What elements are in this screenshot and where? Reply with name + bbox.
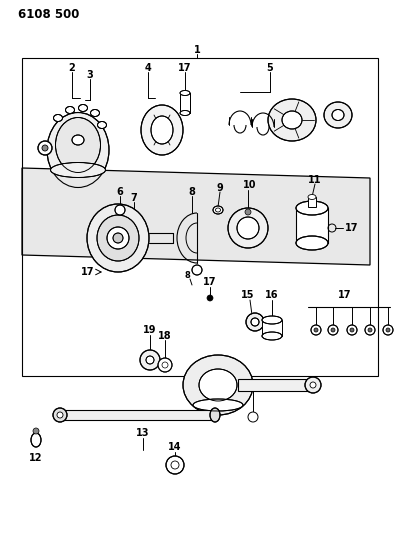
Ellipse shape [310, 382, 316, 388]
Circle shape [314, 328, 318, 332]
Circle shape [245, 209, 251, 215]
Ellipse shape [53, 408, 67, 422]
Text: 13: 13 [136, 428, 150, 438]
Bar [262, 320, 282, 336]
Circle shape [331, 328, 335, 332]
Ellipse shape [66, 107, 75, 114]
Bar [308, 197, 316, 207]
Ellipse shape [183, 355, 253, 415]
Circle shape [115, 205, 125, 215]
Ellipse shape [237, 217, 259, 239]
Text: 18: 18 [158, 331, 172, 341]
Ellipse shape [210, 408, 220, 422]
Bar [60, 410, 215, 420]
Circle shape [146, 356, 154, 364]
Circle shape [42, 145, 48, 151]
Ellipse shape [51, 163, 106, 177]
Polygon shape [22, 168, 370, 265]
Circle shape [166, 456, 184, 474]
Circle shape [192, 265, 202, 275]
Ellipse shape [199, 369, 237, 401]
Text: 1: 1 [194, 45, 200, 55]
Text: 7: 7 [131, 193, 137, 203]
Ellipse shape [53, 115, 62, 122]
Ellipse shape [113, 233, 123, 243]
Circle shape [365, 325, 375, 335]
Text: 16: 16 [265, 290, 279, 300]
Ellipse shape [282, 111, 302, 129]
Text: 4: 4 [144, 63, 151, 73]
Ellipse shape [180, 91, 190, 95]
Text: 17: 17 [345, 223, 359, 233]
Ellipse shape [332, 109, 344, 120]
Ellipse shape [228, 208, 268, 248]
Ellipse shape [296, 201, 328, 215]
Text: 8: 8 [184, 271, 190, 280]
Ellipse shape [262, 332, 282, 340]
Ellipse shape [308, 195, 316, 199]
Circle shape [140, 350, 160, 370]
Ellipse shape [213, 206, 223, 214]
Ellipse shape [87, 204, 149, 272]
Circle shape [350, 328, 354, 332]
Ellipse shape [55, 117, 100, 173]
Text: 14: 14 [168, 442, 182, 452]
Text: 6: 6 [117, 187, 123, 197]
Circle shape [368, 328, 372, 332]
Bar [238, 379, 313, 391]
Circle shape [386, 328, 390, 332]
Text: 2: 2 [69, 63, 75, 73]
Ellipse shape [324, 102, 352, 128]
Text: 17: 17 [203, 277, 217, 287]
Ellipse shape [296, 236, 328, 250]
Ellipse shape [268, 99, 316, 141]
Text: 11: 11 [308, 175, 322, 185]
Text: 17: 17 [178, 63, 192, 73]
Text: 9: 9 [217, 183, 223, 193]
Ellipse shape [141, 105, 183, 155]
Ellipse shape [262, 316, 282, 324]
Circle shape [347, 325, 357, 335]
Bar [180, 93, 190, 113]
Ellipse shape [31, 433, 41, 447]
Text: 3: 3 [86, 70, 93, 80]
Circle shape [33, 428, 39, 434]
Ellipse shape [98, 122, 106, 128]
Text: 15: 15 [241, 290, 255, 300]
Text: 5: 5 [266, 63, 273, 73]
Circle shape [158, 358, 172, 372]
Circle shape [328, 325, 338, 335]
Text: 17: 17 [81, 267, 95, 277]
Circle shape [311, 325, 321, 335]
Ellipse shape [246, 313, 264, 331]
Text: 8: 8 [188, 187, 195, 197]
Ellipse shape [78, 104, 87, 111]
Ellipse shape [47, 112, 109, 188]
Text: 17: 17 [338, 290, 352, 300]
Bar [296, 208, 328, 243]
Bar [22, 58, 378, 376]
Circle shape [248, 412, 258, 422]
Ellipse shape [97, 215, 139, 261]
Circle shape [207, 295, 213, 301]
Ellipse shape [91, 109, 100, 117]
Ellipse shape [305, 377, 321, 393]
Ellipse shape [193, 399, 243, 411]
Ellipse shape [57, 412, 63, 418]
Text: 10: 10 [243, 180, 257, 190]
Ellipse shape [107, 227, 129, 249]
Bar [180, 93, 190, 113]
Ellipse shape [251, 318, 259, 326]
Circle shape [383, 325, 393, 335]
Ellipse shape [72, 135, 84, 145]
Text: 6108 500: 6108 500 [18, 7, 80, 20]
Text: 19: 19 [143, 325, 157, 335]
Text: 12: 12 [29, 453, 43, 463]
Ellipse shape [180, 110, 190, 116]
Circle shape [38, 141, 52, 155]
Ellipse shape [151, 116, 173, 144]
